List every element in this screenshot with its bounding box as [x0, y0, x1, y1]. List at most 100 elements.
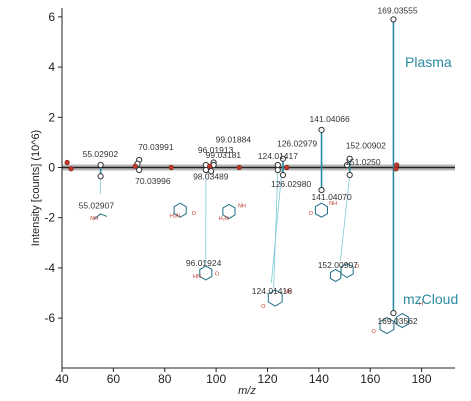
peak-marker: [202, 166, 209, 174]
peak-label: 98.03489: [193, 171, 229, 181]
structure-sketches: NH H₂N O H₂N NH O NH HN O O NH O O H⁺: [90, 201, 426, 335]
peak-marker: [97, 173, 104, 180]
structure-atom-label: O: [261, 304, 266, 310]
y-tick-label: -6: [44, 311, 55, 325]
peak-marker: [274, 161, 281, 169]
x-axis-title: m/z: [238, 385, 256, 397]
peak-markers: [64, 16, 400, 317]
peak-label: 124.01416: [252, 286, 292, 296]
y-tick-label: 4: [48, 60, 55, 74]
peak-label: 152.00907: [318, 260, 358, 270]
structure-ring: [329, 268, 342, 282]
peak-marker: [390, 309, 397, 317]
structure-atom-label: NH: [284, 289, 292, 295]
structure-ring-h: [379, 317, 395, 335]
x-tick-label: 60: [107, 372, 121, 386]
structure-ring-g: [329, 268, 342, 282]
connector-lines: [100, 158, 351, 288]
structure-atom-label: O: [372, 329, 377, 335]
peak-label: 169.03555: [377, 5, 417, 15]
structure-ring-a: [173, 202, 187, 218]
plasma-side-label: Plasma: [405, 54, 452, 70]
y-tick-label: 6: [48, 10, 55, 24]
peak-marker: [97, 161, 104, 169]
peak-marker: [279, 171, 287, 179]
axes: 40 60 80 100 120 140 160 180 6 4 2 0 -2 -4 -6: [44, 8, 455, 386]
peak-label: 141.04070: [312, 192, 352, 202]
peak-label: 99.03181: [206, 150, 242, 160]
structure-ring: [267, 289, 283, 307]
peak-label: 126.02979: [277, 139, 317, 149]
y-tick-label: 0: [48, 161, 55, 175]
baseline-band: [62, 164, 455, 171]
peak-label: 70.03991: [138, 142, 174, 152]
structure-ring: [395, 313, 409, 329]
y-tick-label: 2: [48, 110, 55, 124]
connector-line: [340, 174, 351, 261]
peak-marker: [344, 161, 351, 169]
structure-ring-f: [340, 262, 354, 278]
peak-label: 152.00902: [346, 141, 386, 151]
peak-marker: [279, 155, 287, 162]
x-tick-label: 180: [412, 372, 432, 386]
structure-atom-label: H₂N: [219, 216, 229, 222]
structure-atom-label: H₂N: [170, 214, 180, 220]
y-tick-label: -4: [44, 261, 55, 275]
peak-label: 70.03996: [135, 176, 171, 186]
unmatched-peak-marker: [68, 166, 74, 172]
x-tick-label: 120: [257, 372, 277, 386]
x-tick-label: 140: [309, 372, 329, 386]
peak-label: 124.01417: [258, 151, 298, 161]
peak-marker: [274, 166, 281, 174]
structure-ring-b: [222, 203, 236, 219]
structure-ring-i: [395, 313, 409, 329]
structure-atom-label: O: [215, 271, 220, 277]
structure-ring: [314, 202, 328, 218]
peak-marker: [346, 155, 353, 162]
x-tick-label: 80: [158, 372, 172, 386]
unmatched-peak-marker: [168, 164, 174, 171]
peak-label: 96.01924: [186, 258, 222, 268]
peak-label: 126.02980: [271, 179, 311, 189]
peak-marker: [390, 16, 397, 23]
peak-label: 141.04066: [310, 114, 350, 124]
peak-marker: [318, 126, 325, 133]
peak-label: 169.03562: [377, 316, 417, 326]
peak-marker: [136, 166, 143, 174]
x-tick-label: 160: [360, 372, 380, 386]
structure-atom-label: NH: [329, 201, 337, 207]
peak-label: 151.0250: [345, 157, 381, 167]
structure-atom-label: O: [309, 211, 314, 217]
peak-label: 96.01913: [198, 145, 234, 155]
structure-atom-label: H⁺: [419, 301, 426, 308]
structure-ring: [379, 317, 395, 335]
peak-label: 55.02907: [79, 200, 115, 210]
structure-atom-label: O: [192, 211, 197, 217]
structure-ring-d: [199, 265, 213, 281]
y-axis-title: Intensity [counts] (10^6): [30, 130, 42, 246]
unmatched-peak-marker: [236, 164, 242, 171]
structure-chain: [93, 213, 108, 220]
connector-line: [270, 158, 284, 283]
peak-marker: [318, 186, 325, 194]
peak-label: 55.02902: [83, 149, 119, 159]
structure-ring-e: [267, 289, 283, 307]
structure-ring: [222, 203, 236, 219]
unmatched-peak-marker: [394, 162, 400, 168]
structure-atom-label: NH: [90, 216, 98, 222]
structure-ring: [340, 262, 354, 278]
mzcloud-side-label: mzCloud: [403, 291, 458, 307]
unmatched-peak-marker: [132, 163, 138, 169]
connector-line: [273, 169, 279, 288]
structure-ring: [173, 202, 187, 218]
x-tick-label: 40: [55, 372, 69, 386]
peak-label: 99.01884: [216, 134, 252, 144]
structure-atom-label: O: [355, 264, 360, 270]
y-tick-label: -2: [44, 211, 55, 225]
unmatched-peak-marker: [64, 159, 70, 166]
structure-atom-label: NH: [238, 204, 246, 210]
unmatched-peak-marker: [207, 163, 213, 169]
structure-ring: [199, 265, 213, 281]
